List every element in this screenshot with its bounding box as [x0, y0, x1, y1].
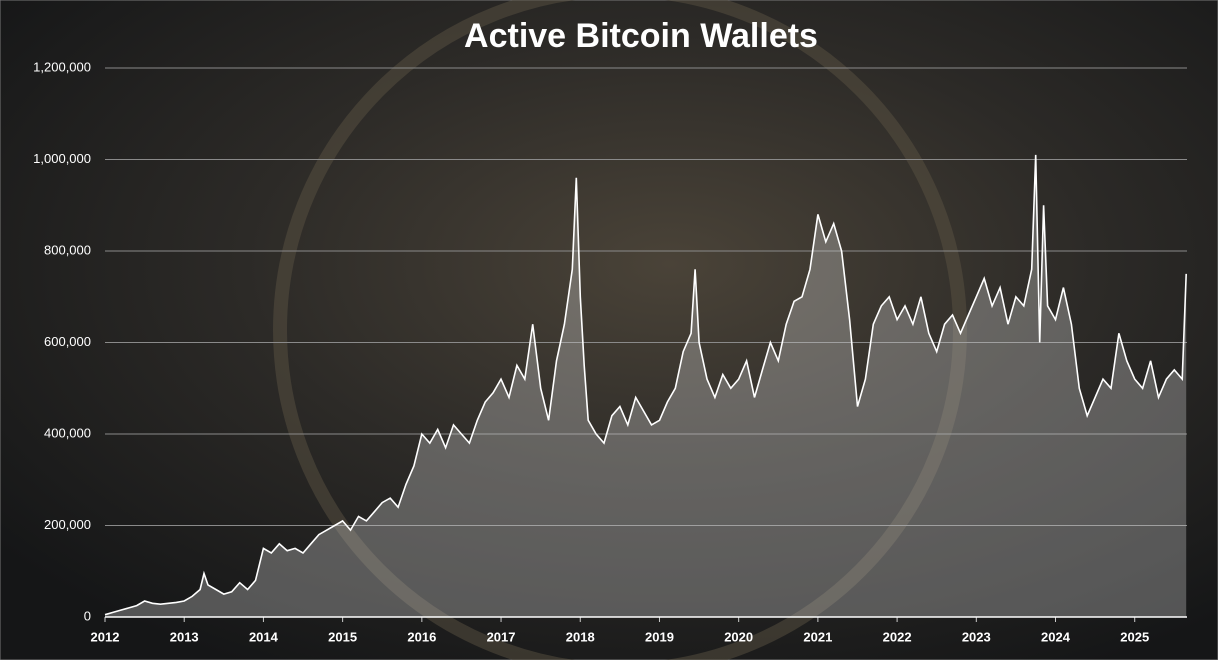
x-tick-label: 2014 — [249, 629, 279, 644]
chart-title: Active Bitcoin Wallets — [464, 17, 818, 55]
x-tick-label: 2021 — [803, 629, 832, 644]
x-tick-label: 2022 — [883, 629, 912, 644]
x-tick-label: 2023 — [962, 629, 991, 644]
x-tick-label: 2013 — [170, 629, 199, 644]
x-tick-label: 2025 — [1120, 629, 1149, 644]
y-tick-label: 0 — [84, 608, 91, 623]
coin-decoration — [273, 0, 967, 660]
y-tick-label: 800,000 — [44, 242, 91, 257]
x-tick-label: 2016 — [407, 629, 436, 644]
y-tick-label: 1,000,000 — [33, 151, 91, 166]
y-tick-label: 200,000 — [44, 517, 91, 532]
area — [105, 154, 1187, 617]
x-tick-label: 2017 — [487, 629, 516, 644]
y-tick-label: 1,200,000 — [33, 59, 91, 74]
x-tick-label: 2019 — [645, 629, 674, 644]
y-tick-label: 600,000 — [44, 334, 91, 349]
x-tick-label: 2012 — [91, 629, 120, 644]
x-tick-label: 2018 — [566, 629, 595, 644]
x-tick-label: 2020 — [724, 629, 753, 644]
line — [104, 154, 1187, 616]
x-tick-label: 2015 — [328, 629, 357, 644]
y-tick-label: 400,000 — [44, 425, 91, 440]
x-tick-label: 2024 — [1041, 629, 1071, 644]
